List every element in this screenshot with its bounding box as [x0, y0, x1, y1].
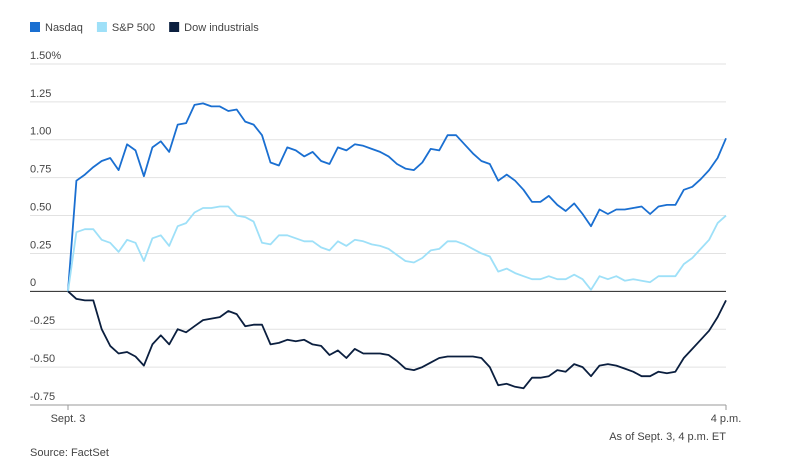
series-line [67, 102, 727, 292]
legend-label: Nasdaq [45, 22, 83, 34]
y-tick-label: -0.50 [30, 353, 55, 365]
series-line [67, 290, 727, 390]
y-tick-label: 0.50 [30, 201, 51, 213]
y-tick-label: -0.25 [30, 315, 55, 327]
y-tick-label: 1.00 [30, 126, 51, 138]
y-tick-label: 0 [30, 277, 36, 289]
y-tick-label: -0.75 [30, 391, 55, 403]
legend-label: S&P 500 [112, 22, 155, 34]
y-tick-label: 1.50% [30, 50, 61, 62]
legend-label: Dow industrials [184, 22, 259, 34]
x-tick-label: 4 p.m. [711, 413, 742, 425]
y-tick-label: 1.25 [30, 88, 51, 100]
legend-swatch [30, 22, 40, 32]
y-tick-label: 0.25 [30, 239, 51, 251]
source: Source: FactSet [30, 447, 109, 459]
note: As of Sept. 3, 4 p.m. ET [609, 431, 726, 443]
series-line [67, 205, 727, 292]
legend-swatch [96, 22, 107, 32]
x-tick-label: Sept. 3 [51, 413, 86, 425]
legend-swatch [169, 22, 180, 32]
y-tick-label: 0.75 [30, 164, 51, 176]
